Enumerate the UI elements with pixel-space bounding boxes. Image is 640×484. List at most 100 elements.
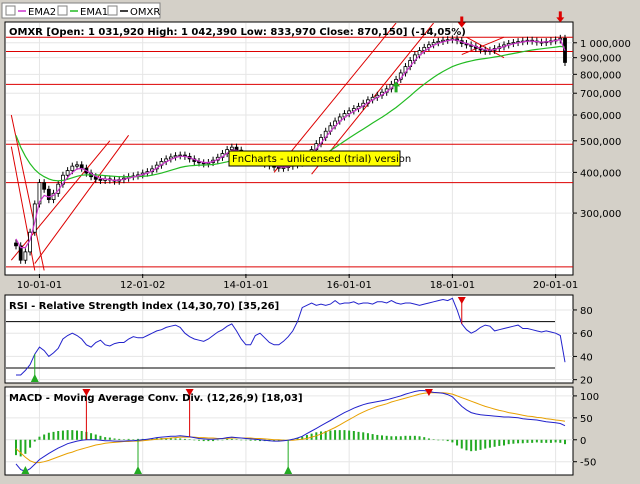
- price-trend-line: [34, 134, 130, 264]
- macd-histogram-bar: [437, 439, 440, 441]
- macd-histogram-bar: [357, 431, 360, 440]
- macd-sell-arrow: [424, 389, 433, 396]
- macd-histogram-bar: [484, 439, 487, 449]
- macd-histogram-bar: [216, 439, 219, 441]
- macd-histogram-bar: [249, 439, 252, 441]
- macd-histogram-bar: [488, 439, 491, 448]
- macd-histogram-bar: [507, 439, 510, 445]
- rsi-line: [16, 297, 566, 376]
- macd-sell-arrow: [185, 389, 194, 396]
- macd-line: [15, 390, 566, 472]
- price-panel[interactable]: 1 000,000 900,000 800,000 700,000 600,000 500…: [4, 11, 631, 291]
- price-xtick-label: 12-01-02: [120, 280, 165, 291]
- macd-histogram-bar: [320, 431, 322, 440]
- macd-histogram-bar: [61, 430, 64, 440]
- candle-body: [79, 164, 84, 169]
- macd-histogram-bar: [493, 439, 496, 447]
- buy-signal-arrow: [392, 81, 401, 93]
- price-plot-area: [4, 21, 574, 276]
- macd-histogram-bar: [334, 430, 337, 440]
- macd-histogram-bar: [230, 438, 233, 440]
- macd-histogram-bar: [137, 438, 139, 440]
- macd-histogram-bar: [57, 431, 60, 440]
- macd-histogram-bar: [545, 439, 548, 443]
- macd-histogram-bar: [301, 436, 304, 440]
- macd-histogram-bar: [531, 439, 534, 443]
- macd-sell-arrow: [82, 389, 91, 396]
- macd-histogram-bar: [479, 439, 482, 450]
- macd-histogram-bar: [451, 439, 454, 443]
- macd-buy-arrow: [134, 466, 142, 474]
- legend-checkbox-omxr[interactable]: [107, 5, 118, 16]
- macd-histogram-bar: [521, 439, 524, 444]
- macd-histogram-bar: [15, 439, 17, 456]
- price-xtick-label: 14-01-01: [223, 280, 268, 291]
- macd-histogram-bar: [540, 439, 543, 443]
- price-trend-line: [273, 23, 397, 173]
- macd-histogram-bar: [259, 439, 261, 442]
- price-trend-line: [10, 140, 111, 261]
- macd-histogram-bar: [559, 439, 562, 443]
- price-ytick-label: 1 000,000: [580, 39, 631, 50]
- macd-plot-area: [4, 386, 574, 476]
- candle-body: [422, 46, 427, 52]
- macd-histogram-bar: [343, 430, 346, 440]
- legend-label-omxr: OMXR: [130, 7, 160, 18]
- macd-histogram-bar: [43, 434, 46, 440]
- macd-histogram-bar: [564, 439, 566, 445]
- macd-histogram-bar: [235, 439, 238, 440]
- macd-histogram-bar: [371, 434, 374, 440]
- rsi-title: RSI - Relative Strength Index (14,30,70)…: [9, 301, 279, 312]
- legend-checkbox-ema2[interactable]: [5, 5, 16, 16]
- macd-histogram-bar: [381, 435, 383, 440]
- macd-histogram-bar: [296, 438, 299, 440]
- price-ytick-label: 500,000: [580, 137, 621, 148]
- candle-body: [98, 178, 103, 181]
- macd-histogram-bar: [554, 439, 557, 443]
- macd-histogram-bar: [338, 430, 341, 440]
- legend-checkbox-ema1[interactable]: [57, 5, 68, 16]
- macd-histogram-bar: [512, 439, 515, 444]
- rsi-sell-arrow: [457, 297, 466, 304]
- candle-body: [46, 188, 51, 200]
- macd-histogram-bar: [226, 438, 229, 440]
- macd-histogram-bar: [99, 435, 102, 440]
- macd-histogram-bar: [174, 438, 177, 440]
- macd-histogram-bar: [366, 433, 369, 440]
- macd-histogram-bar: [324, 431, 327, 440]
- macd-histogram-bar: [94, 434, 97, 440]
- macd-histogram-bar: [474, 439, 477, 451]
- macd-histogram-bar: [90, 433, 93, 440]
- macd-histogram-bar: [24, 439, 27, 454]
- macd-histogram-bar: [244, 439, 247, 441]
- macd-histogram-bar: [66, 430, 69, 440]
- macd-histogram-bar: [399, 436, 402, 440]
- price-trend-line: [10, 114, 45, 271]
- rsi-ytick-label: 80: [580, 306, 593, 317]
- price-ytick-label: 300,000: [580, 209, 621, 220]
- macd-histogram-bar: [122, 439, 125, 440]
- macd-buy-arrow: [284, 466, 293, 474]
- macd-histogram-bar: [127, 438, 130, 440]
- macd-histogram-bar: [183, 438, 186, 440]
- price-ytick-label: 400,000: [580, 168, 621, 179]
- rsi-panel[interactable]: 20 40 60 80 RSI - Relative Strength Index (…: [4, 294, 593, 387]
- price-ytick-label: 600,000: [580, 111, 621, 122]
- candle-body: [14, 242, 18, 247]
- candle-body: [427, 44, 431, 48]
- macd-histogram-bar: [212, 439, 215, 442]
- macd-histogram-bar: [423, 437, 426, 440]
- price-xtick-label: 20-01-01: [533, 280, 578, 291]
- macd-histogram-bar: [427, 438, 430, 440]
- macd-histogram-bar: [470, 439, 473, 452]
- macd-histogram-bar: [409, 435, 412, 440]
- macd-histogram-bar: [460, 439, 463, 449]
- macd-histogram-bar: [517, 439, 520, 444]
- macd-histogram-bar: [362, 432, 365, 440]
- macd-panel[interactable]: 100 50 0 -50 MACD - Moving Average Conv. Di…: [4, 386, 599, 476]
- candle-body: [42, 182, 47, 190]
- macd-histogram-bar: [348, 430, 351, 440]
- macd-histogram-bar: [277, 439, 280, 442]
